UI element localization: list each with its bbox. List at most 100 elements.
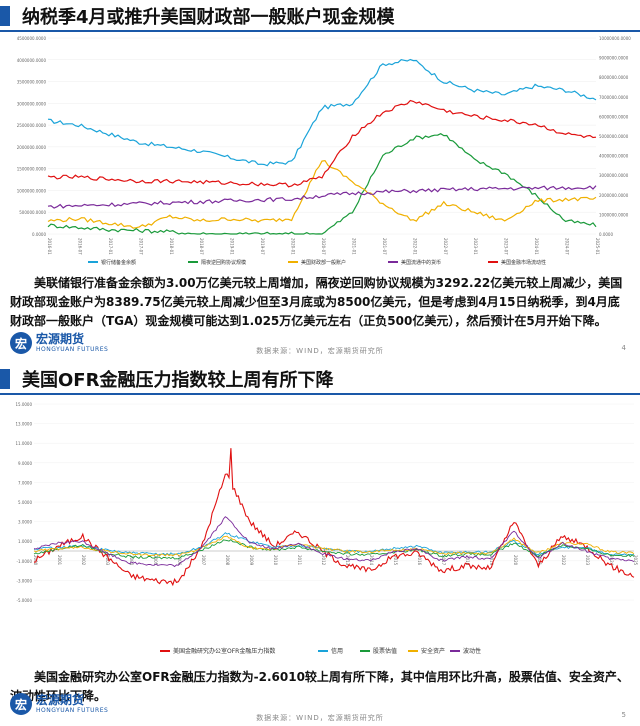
y-tick-label: 3.0000 xyxy=(18,520,32,525)
x-tick-label: 2022 xyxy=(561,555,566,566)
logo-en: HONGYUAN FUTURES xyxy=(36,706,109,714)
right-tick-label: 10000000.0000 xyxy=(599,36,631,41)
legend-label: 美国流通中的货币 xyxy=(401,259,441,266)
page-number: 4 xyxy=(621,344,626,352)
x-tick-label: 2024 xyxy=(609,555,614,566)
left-tick-label: 4500000.0000 xyxy=(17,36,47,41)
x-tick-label: 2024-01 xyxy=(534,238,539,255)
series-line xyxy=(47,99,597,188)
y-tick-label: 7.0000 xyxy=(18,480,32,485)
chart1-svg: 4500000.0000 4000000.0000 3500000.0000 3000… xyxy=(17,36,632,266)
y-tick-label: 15.0000 xyxy=(15,402,32,407)
right-tick-label: 0.0000 xyxy=(599,232,613,237)
logo-mark: 宏 xyxy=(10,332,32,354)
left-tick-label: 4000000.0000 xyxy=(17,58,47,63)
x-tick-label: 2022-01 xyxy=(412,238,417,255)
series-line xyxy=(47,58,597,167)
right-tick-label: 6000000.0000 xyxy=(599,114,629,119)
x-tick-label: 2018-07 xyxy=(199,238,204,255)
left-tick-label: 0.0000 xyxy=(32,232,46,237)
legend-label: 股票估值 xyxy=(373,647,397,655)
x-tick-label: 2007 xyxy=(201,555,206,566)
series-line xyxy=(47,133,597,235)
x-tick-label: 2020-07 xyxy=(321,238,326,255)
x-tick-label: 2020 xyxy=(513,555,518,566)
x-tick-label: 2021-07 xyxy=(382,238,387,255)
legend-label: 信用 xyxy=(331,647,343,655)
y-tick-label: 1.0000 xyxy=(18,539,32,544)
logo-cn: 宏源期货 xyxy=(36,331,85,346)
x-tick-label: 2017-07 xyxy=(138,238,143,255)
series-line xyxy=(33,448,635,587)
slide-title: 美国OFR金融压力指数较上周有所下降 xyxy=(22,370,334,391)
y-tick-label: 13.0000 xyxy=(15,422,32,427)
y-tick-label: -1.0000 xyxy=(17,559,33,564)
x-tick-label: 2019-01 xyxy=(230,238,235,255)
y-tick-label: -3.0000 xyxy=(17,578,33,583)
x-tick-label: 2019-07 xyxy=(260,238,265,255)
x-tick-label: 2018 xyxy=(465,555,470,566)
x-tick-label: 2023 xyxy=(585,555,590,566)
source-note: 数据来源：WIND，宏源期货研究所 xyxy=(256,714,384,722)
x-tick-label: 2019 xyxy=(489,555,494,566)
x-tick-label: 2012 xyxy=(321,555,326,566)
x-tick-label: 2003 xyxy=(105,555,110,566)
legend-label: 美国金融市场流动性 xyxy=(501,259,546,266)
x-tick-label: 2013 xyxy=(345,555,350,566)
x-tick-label: 2016 xyxy=(417,555,422,566)
series-line xyxy=(33,535,635,557)
series-line xyxy=(47,159,597,229)
right-tick-label: 7000000.0000 xyxy=(599,95,629,100)
right-tick-label: 1000000.0000 xyxy=(599,212,629,217)
x-tick-label: 2010 xyxy=(273,555,278,566)
chart-ofr-stress: 15.0000 13.0000 11.0000 9.0000 7.0000 5.0000 3… xyxy=(0,398,640,666)
x-tick-label: 2004 xyxy=(129,555,134,566)
left-tick-label: 3500000.0000 xyxy=(17,80,47,85)
left-tick-label: 3000000.0000 xyxy=(17,101,47,106)
x-tick-label: 2006 xyxy=(177,555,182,566)
x-tick-label: 2021-01 xyxy=(351,238,356,255)
left-tick-label: 500000.0000 xyxy=(19,210,46,215)
x-tick-label: 2001 xyxy=(57,555,62,566)
legend-label: 银行储备金余额 xyxy=(101,259,136,266)
page-number: 5 xyxy=(621,711,626,719)
slide-body: 美国金融研究办公室OFR金融压力指数为-2.6010较上周有所下降，其中信用环比… xyxy=(10,670,629,703)
logo-mark: 宏 xyxy=(10,693,32,715)
x-tick-label: 2020-01 xyxy=(291,238,296,255)
x-tick-label: 2022-07 xyxy=(443,238,448,255)
x-tick-label: 2023-07 xyxy=(504,238,509,255)
x-tick-label: 2016-07 xyxy=(77,238,82,255)
left-tick-label: 1500000.0000 xyxy=(17,167,47,172)
title-accent xyxy=(0,6,10,26)
logo: 宏 宏源期货 HONGYUAN FUTURES xyxy=(10,693,108,715)
legend-label: 隔夜逆回购协议规模 xyxy=(201,259,246,266)
x-tick-label: 2018-01 xyxy=(169,238,174,255)
right-tick-label: 5000000.0000 xyxy=(599,134,629,139)
x-tick-label: 2025 xyxy=(633,555,638,566)
title-rule xyxy=(0,393,640,395)
x-tick-label: 2023-01 xyxy=(473,238,478,255)
left-tick-label: 2500000.0000 xyxy=(17,123,47,128)
y-tick-label: -5.0000 xyxy=(17,598,33,603)
left-tick-label: 1000000.0000 xyxy=(17,188,47,193)
x-tick-label: 2024-07 xyxy=(565,238,570,255)
x-tick-label: 2025-01 xyxy=(595,238,600,255)
x-tick-label: 2016-01 xyxy=(47,238,52,255)
legend-label: 美国金融研究办公室OFR金融压力指数 xyxy=(173,647,275,655)
slide-2: 美国OFR金融压力指数较上周有所下降 15.0000 13.0000 11.0000… xyxy=(0,363,640,726)
title-bar: 美国OFR金融压力指数较上周有所下降 xyxy=(0,363,640,393)
series-line xyxy=(47,185,597,209)
logo-cn: 宏源期货 xyxy=(36,692,85,707)
legend-label: 安全资产 xyxy=(421,647,445,655)
series-line xyxy=(33,516,635,568)
slide-1: 纳税季4月或推升美国财政部一般账户现金规模 4500000.0000 400000… xyxy=(0,6,640,355)
x-tick-label: 2011 xyxy=(297,555,302,566)
x-tick-label: 2008 xyxy=(225,555,230,566)
left-tick-label: 2000000.0000 xyxy=(17,145,47,150)
right-tick-label: 9000000.0000 xyxy=(599,56,629,61)
source-note: 数据来源：WIND，宏源期货研究所 xyxy=(256,347,384,355)
y-tick-label: 11.0000 xyxy=(15,441,32,446)
slide-title: 纳税季4月或推升美国财政部一般账户现金规模 xyxy=(22,7,395,28)
logo: 宏 宏源期货 HONGYUAN FUTURES xyxy=(10,332,108,354)
x-tick-label: 2021 xyxy=(537,555,542,566)
